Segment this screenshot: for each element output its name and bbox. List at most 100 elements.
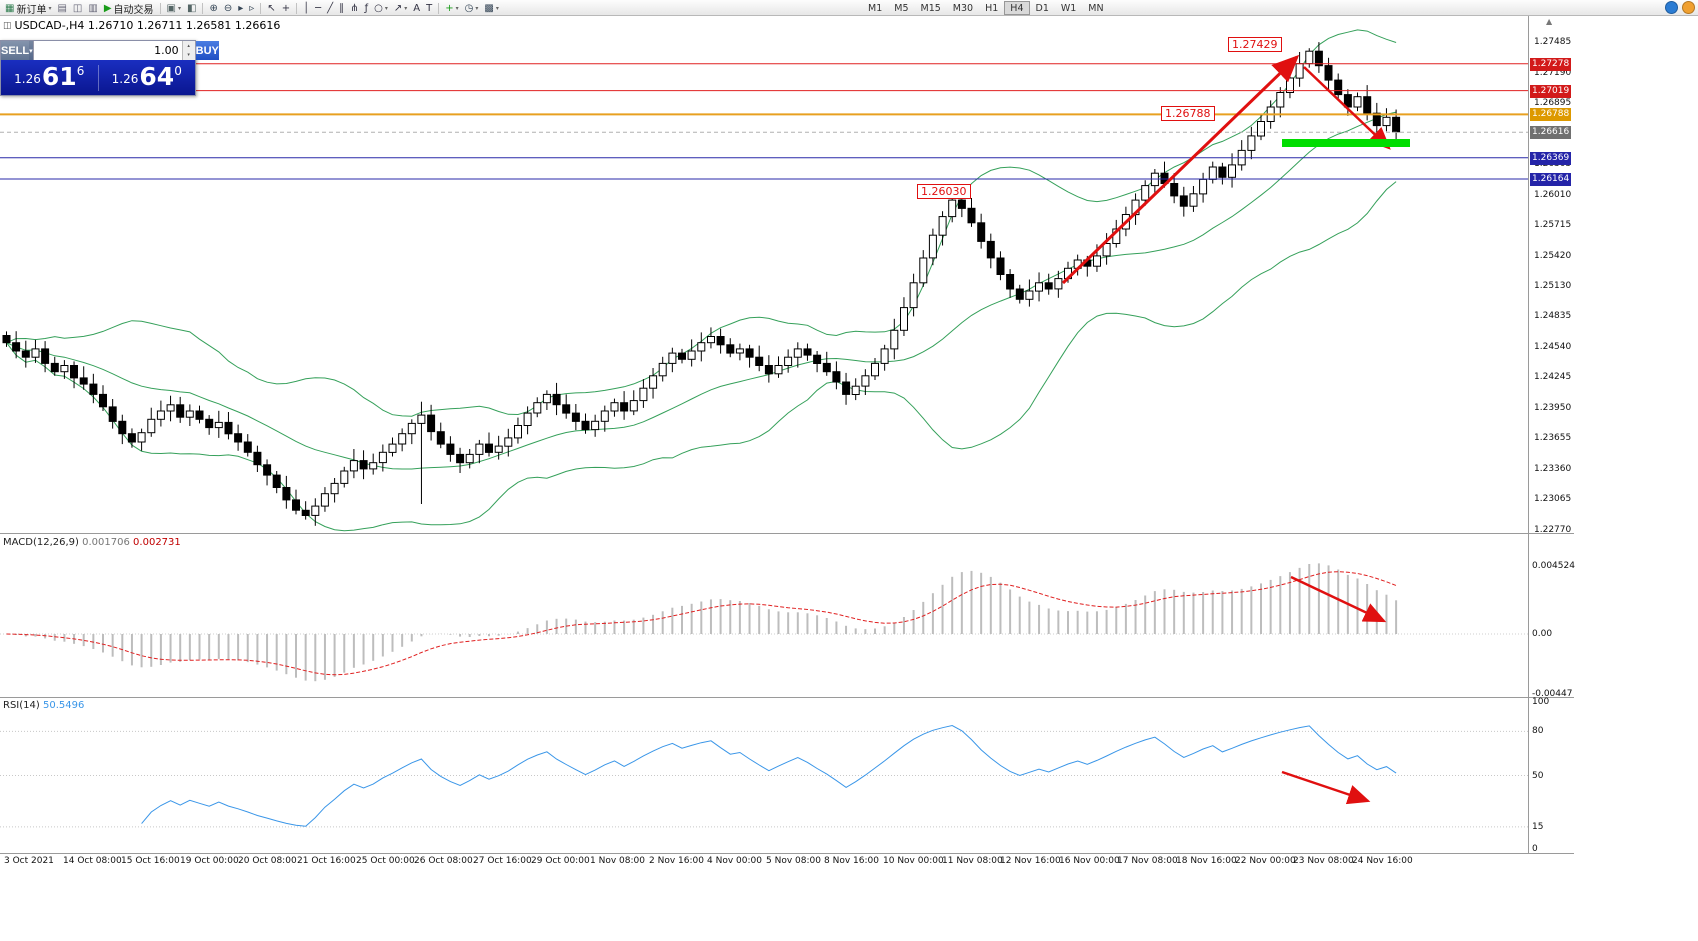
- price-tick-label: 1.24245: [1534, 372, 1572, 382]
- time-label: 12 Nov 16:00: [1000, 856, 1061, 866]
- metaquotes-icon[interactable]: [1665, 1, 1678, 14]
- time-label: 24 Nov 16:00: [1352, 856, 1413, 866]
- price-annotation-label[interactable]: 1.26030: [917, 184, 971, 199]
- timeframe-mn-button[interactable]: MN: [1088, 3, 1104, 14]
- order-mode-dropdown[interactable]: ▾: [29, 41, 33, 60]
- macd-name: MACD(12,26,9): [3, 537, 79, 548]
- horizontal-line-button[interactable]: ─: [312, 1, 324, 16]
- volume-input[interactable]: [33, 41, 182, 60]
- time-label: 21 Oct 16:00: [297, 856, 356, 866]
- panel-resize-handle-macd[interactable]: [0, 533, 1574, 534]
- text-label-button[interactable]: T: [423, 1, 435, 16]
- timeframe-w1-button[interactable]: W1: [1060, 3, 1077, 14]
- navigator-button[interactable]: ▥: [85, 1, 100, 16]
- price-divider: [97, 64, 99, 91]
- price-tick-label: 1.27485: [1534, 37, 1572, 47]
- timeframe-m15-button[interactable]: M15: [920, 3, 941, 14]
- volume-spinner: ▴ ▾: [181, 41, 195, 60]
- shapes-button[interactable]: ○ ▾: [371, 1, 391, 16]
- sell-price[interactable]: 1.26 61 6: [1, 64, 98, 92]
- timeframe-d1-button[interactable]: D1: [1035, 3, 1049, 14]
- chart-profiles-button[interactable]: ▤: [54, 1, 69, 16]
- volume-increase-button[interactable]: ▴: [182, 41, 195, 51]
- tile-windows-button[interactable]: ◧: [184, 1, 199, 16]
- auto-trading-button-label: 自动交易: [113, 4, 154, 16]
- price-tick-label: 1.24835: [1534, 311, 1572, 321]
- equidistant-channel-button[interactable]: ∥: [336, 1, 347, 16]
- crosshair-button[interactable]: +: [279, 1, 293, 16]
- zoom-in-button[interactable]: ⊕: [206, 1, 220, 16]
- zoom-out-icon: ⊖: [223, 2, 233, 14]
- fibonacci-button[interactable]: ƒ: [362, 1, 372, 16]
- volume-decrease-button[interactable]: ▾: [182, 50, 195, 60]
- navigator-icon: ▥: [88, 2, 98, 14]
- price-tick-label: 1.26010: [1534, 190, 1572, 200]
- time-label: 1 Nov 08:00: [590, 856, 645, 866]
- new-chart-button[interactable]: ▣ ▾: [164, 1, 184, 16]
- chart-title-text: USDCAD-,H4 1.26710 1.26711 1.26581 1.266…: [14, 19, 281, 32]
- timeframe-h4-button[interactable]: H4: [1004, 1, 1030, 15]
- text-button[interactable]: A: [410, 1, 423, 16]
- time-label: 22 Nov 00:00: [1235, 856, 1296, 866]
- macd-panel[interactable]: [0, 534, 1528, 697]
- time-label: 27 Oct 16:00: [473, 856, 532, 866]
- dropdown-caret-icon: ▾: [455, 4, 459, 12]
- templates-button[interactable]: ▩ ▾: [481, 1, 501, 16]
- timeframe-toolbar: M1 M5 M15 M30 H1 H4 D1 W1 MN: [862, 1, 1110, 15]
- sell-button[interactable]: SELL: [1, 41, 30, 60]
- buy-price-prefix: 1.26: [111, 71, 139, 86]
- tile-windows-icon: ◧: [187, 2, 197, 14]
- price-tick-label: 1.25130: [1534, 281, 1572, 291]
- buy-price[interactable]: 1.26 64 0: [99, 64, 196, 92]
- timeframe-h1-button[interactable]: H1: [985, 3, 999, 14]
- price-annotation-label[interactable]: 1.26788: [1161, 106, 1215, 121]
- timeframe-m1-button[interactable]: M1: [868, 3, 883, 14]
- vertical-line-button[interactable]: │: [300, 1, 312, 16]
- time-label: 4 Nov 00:00: [707, 856, 762, 866]
- price-badge: 1.27278: [1530, 58, 1572, 71]
- time-label: 14 Oct 08:00: [63, 856, 122, 866]
- auto-scroll-button[interactable]: ▸: [235, 1, 246, 16]
- timeframe-m5-button[interactable]: M5: [894, 3, 909, 14]
- data-window-button[interactable]: ◫: [70, 1, 85, 16]
- price-tick-label: 1.23360: [1534, 464, 1572, 474]
- auto-trading-icon: ▶: [103, 2, 112, 14]
- price-annotation-label[interactable]: 1.27429: [1228, 37, 1282, 52]
- time-label: 23 Nov 08:00: [1293, 856, 1354, 866]
- scroll-to-end-marker[interactable]: ▲: [1546, 17, 1553, 26]
- price-tick-label: 1.27190: [1534, 68, 1572, 78]
- trendline-button[interactable]: ╱: [324, 1, 336, 16]
- cursor-button[interactable]: ↖: [264, 1, 278, 16]
- periods-button[interactable]: ◷ ▾: [462, 1, 482, 16]
- panel-resize-handle-rsi[interactable]: [0, 697, 1574, 698]
- price-tick-label: 1.23655: [1534, 433, 1572, 443]
- price-tick-label: 1.23950: [1534, 403, 1572, 413]
- zoom-out-button[interactable]: ⊖: [221, 1, 235, 16]
- main-chart[interactable]: [0, 16, 1528, 533]
- time-label: 19 Oct 00:00: [180, 856, 239, 866]
- macd-label: MACD(12,26,9) 0.001706 0.002731: [3, 537, 181, 548]
- time-axis-separator: [0, 853, 1574, 854]
- sell-price-point: 6: [76, 63, 85, 78]
- arrows-button[interactable]: ↗ ▾: [391, 1, 410, 16]
- time-label: 25 Oct 00:00: [356, 856, 415, 866]
- chart-shift-button[interactable]: ▹: [246, 1, 257, 16]
- andrews-pitchfork-button[interactable]: ⋔: [347, 1, 361, 16]
- auto-trading-button[interactable]: ▶ 自动交易: [101, 1, 157, 16]
- time-label: 20 Oct 08:00: [238, 856, 297, 866]
- sell-price-prefix: 1.26: [14, 71, 41, 86]
- rsi-panel[interactable]: [0, 698, 1528, 853]
- indicators-button[interactable]: + ▾: [442, 1, 461, 16]
- new-order-button[interactable]: ▦ 新订单 ▾: [2, 1, 54, 16]
- buy-price-pips: 64: [139, 61, 175, 91]
- buy-button[interactable]: BUY: [195, 41, 219, 60]
- buy-price-point: 0: [174, 63, 182, 78]
- dropdown-caret-icon: ▾: [495, 4, 499, 12]
- rsi-name: RSI(14): [3, 700, 40, 711]
- price-tick-label: 1.25420: [1534, 251, 1572, 261]
- community-icon[interactable]: [1682, 1, 1695, 14]
- andrews-pitchfork-icon: ⋔: [350, 2, 359, 14]
- timeframe-m30-button[interactable]: M30: [952, 3, 974, 14]
- rsi-label: RSI(14) 50.5496: [3, 700, 84, 711]
- new-order-button-label: 新订单: [16, 4, 47, 16]
